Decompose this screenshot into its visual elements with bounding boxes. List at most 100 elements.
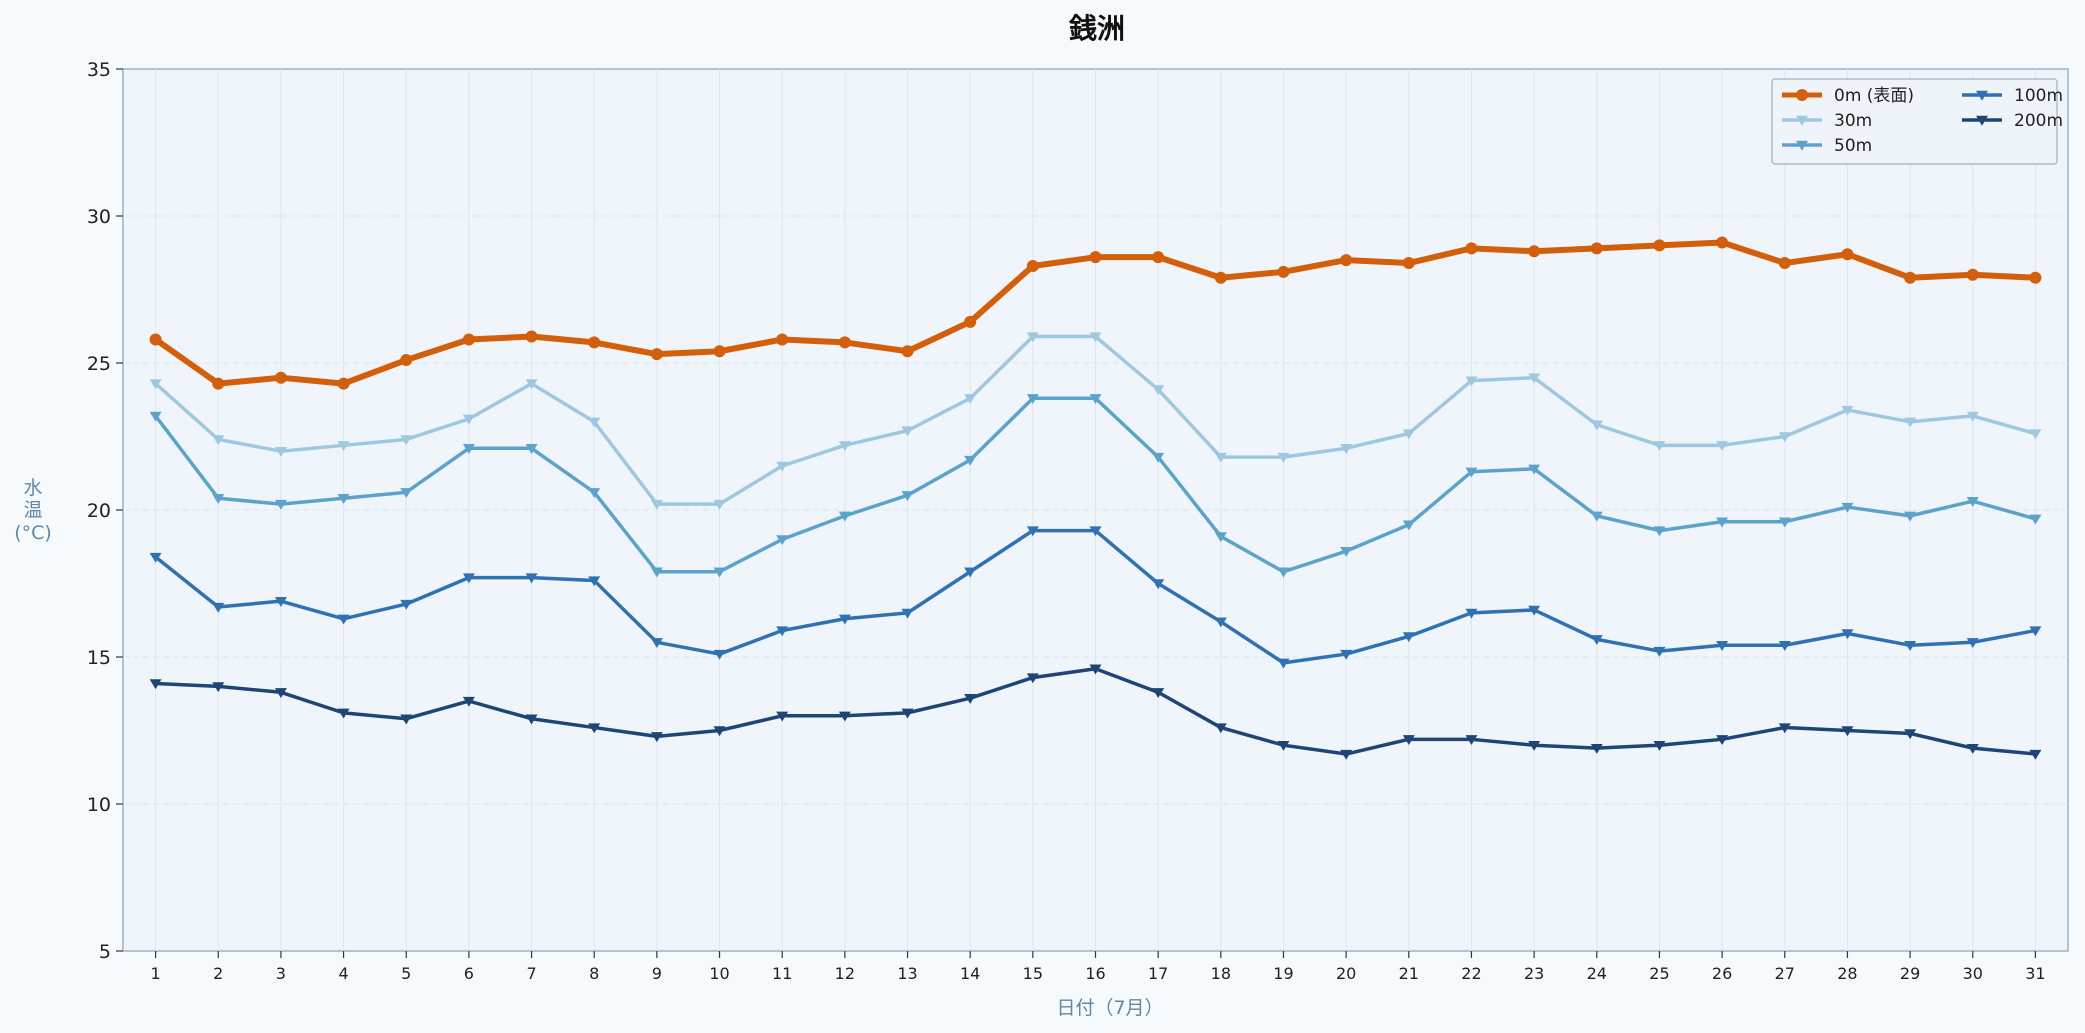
- data-point: [1340, 254, 1353, 267]
- data-point: [274, 447, 287, 457]
- data-point: [400, 435, 413, 446]
- y-tick-label: 20: [87, 500, 111, 522]
- data-point: [1653, 239, 1666, 252]
- data-point: [1465, 608, 1478, 619]
- data-point: [337, 441, 350, 452]
- data-point: [713, 499, 726, 510]
- y-axis-label-line: 水: [23, 477, 42, 499]
- x-tick-label: 2: [213, 964, 223, 983]
- data-point: [274, 688, 287, 698]
- series-layer: [149, 236, 2042, 760]
- legend-label: 100m: [2014, 86, 2063, 106]
- data-point: [1026, 673, 1039, 684]
- data-point: [1152, 251, 1165, 264]
- data-point: [776, 711, 789, 722]
- data-point: [776, 461, 789, 472]
- data-point: [274, 499, 287, 510]
- data-point: [400, 354, 413, 367]
- data-point: [1904, 641, 1917, 651]
- data-point: [1904, 729, 1917, 740]
- data-point: [1152, 688, 1165, 698]
- x-tick-label: 10: [709, 964, 729, 983]
- x-tick-label: 14: [960, 964, 980, 983]
- data-point: [1966, 268, 1979, 281]
- x-tick-label: 5: [401, 964, 411, 983]
- legend-box: [1771, 78, 2058, 165]
- data-point: [1465, 376, 1478, 387]
- y-tick-label: 35: [87, 59, 111, 81]
- y-axis-label-line: 温: [23, 499, 42, 521]
- data-point: [1026, 259, 1039, 272]
- x-tick-label: 28: [1837, 964, 1857, 983]
- data-point: [2029, 271, 2042, 284]
- data-point: [462, 696, 475, 707]
- data-point: [212, 377, 225, 390]
- x-tick-label: 17: [1148, 964, 1168, 983]
- data-point: [1778, 641, 1791, 651]
- data-point: [1966, 743, 1979, 754]
- legend-item: 200m: [1962, 111, 2063, 131]
- data-point: [1778, 432, 1791, 443]
- data-point: [274, 371, 287, 384]
- data-point: [400, 714, 413, 725]
- data-point: [1778, 723, 1791, 734]
- data-point: [1966, 496, 1979, 507]
- data-point: [1277, 567, 1290, 578]
- x-tick-label: 8: [589, 964, 599, 983]
- data-point: [1402, 520, 1415, 531]
- x-tick-label: 1: [150, 964, 160, 983]
- legend-label: 50m: [1834, 136, 1872, 156]
- data-point: [2029, 749, 2042, 760]
- data-point: [713, 726, 726, 737]
- data-point: [1528, 605, 1541, 616]
- data-point: [1465, 735, 1478, 746]
- data-point: [901, 608, 914, 619]
- data-point: [149, 411, 162, 422]
- data-point: [650, 638, 663, 648]
- data-point: [1966, 638, 1979, 648]
- data-point: [1277, 741, 1290, 751]
- data-point: [838, 711, 851, 722]
- data-point: [1716, 236, 1729, 249]
- x-tick-label: 7: [526, 964, 536, 983]
- data-point: [1340, 649, 1353, 660]
- data-point: [525, 573, 538, 584]
- data-point: [1841, 405, 1854, 416]
- data-point: [1152, 385, 1165, 396]
- x-tick-label: 16: [1085, 964, 1105, 983]
- data-point: [1841, 726, 1854, 737]
- gridlines: [123, 69, 2068, 951]
- data-point: [1590, 420, 1603, 431]
- data-point: [1590, 511, 1603, 522]
- data-point: [838, 336, 851, 349]
- data-point: [1089, 664, 1102, 675]
- data-point: [964, 394, 977, 404]
- data-point: [1590, 635, 1603, 646]
- x-tick-label: 23: [1524, 964, 1544, 983]
- data-point: [1528, 373, 1541, 384]
- data-point: [1089, 394, 1102, 404]
- data-point: [400, 488, 413, 499]
- data-point: [776, 535, 789, 546]
- data-point: [212, 494, 225, 504]
- data-point: [337, 708, 350, 719]
- data-point: [1089, 526, 1102, 537]
- data-point: [1904, 271, 1917, 284]
- data-point: [1277, 452, 1290, 463]
- data-point: [337, 614, 350, 625]
- x-axis: 1 2 3 4 5 6 7 8 9 10 11 12 13 14 15 16 17 18 19 20 21 22 23 24 2…: [150, 951, 2046, 983]
- data-point: [1590, 242, 1603, 255]
- data-point: [1277, 265, 1290, 278]
- data-point: [1653, 646, 1666, 657]
- data-point: [1152, 579, 1165, 590]
- data-point: [964, 315, 977, 328]
- data-point: [1277, 658, 1290, 669]
- data-point: [901, 345, 914, 358]
- data-point: [901, 708, 914, 719]
- data-point: [901, 491, 914, 501]
- data-point: [1026, 394, 1039, 404]
- data-point: [588, 576, 601, 587]
- data-point: [1402, 257, 1415, 270]
- x-tick-label: 26: [1712, 964, 1732, 983]
- series: [149, 526, 2042, 669]
